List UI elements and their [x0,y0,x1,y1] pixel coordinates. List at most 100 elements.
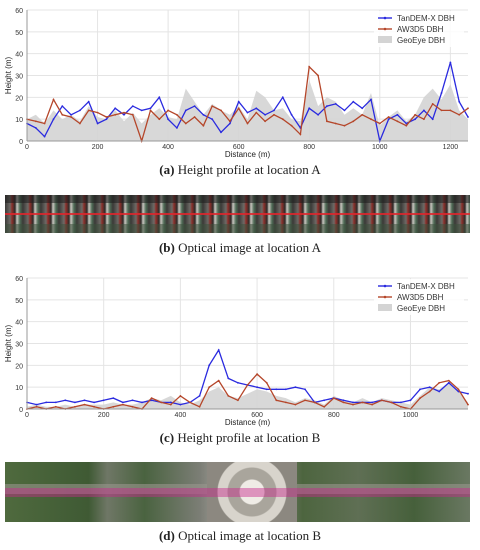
series-point-1 [317,74,319,77]
series-point-0 [323,399,326,402]
y-tick-label: 20 [15,363,23,370]
series-point-1 [237,399,239,402]
series-point-0 [387,118,390,121]
series-point-1 [131,405,134,408]
series-point-1 [176,113,178,116]
series-point-1 [361,401,364,404]
optical-image-a [5,195,470,233]
series-point-0 [294,386,297,389]
legend-swatch-2 [378,36,392,43]
y-tick-label: 20 [15,95,23,102]
series-point-0 [112,397,115,399]
series-point-0 [467,392,469,395]
series-point-1 [449,109,452,112]
y-tick-label: 50 [15,298,23,305]
series-point-0 [35,403,38,406]
series-point-1 [83,403,86,406]
series-point-1 [208,386,211,389]
series-point-1 [334,122,337,125]
series-point-0 [158,96,161,99]
series-point-0 [43,135,46,138]
y-tick-label: 0 [19,407,23,414]
series-point-1 [256,373,258,375]
series-point-0 [105,118,108,121]
series-point-1 [202,124,205,127]
series-point-1 [400,405,402,408]
series-point-0 [237,381,239,384]
series-point-1 [273,113,275,116]
legend-marker-0 [383,284,387,288]
series-point-1 [308,65,311,68]
series-point-1 [352,120,355,123]
series-point-0 [64,399,67,402]
series-point-0 [96,122,99,125]
caption-c: (c) Height profile at location B [159,430,321,445]
caption-a: (a) Height profile at location A [159,162,321,177]
series-point-1 [294,403,297,406]
series-point-1 [326,120,328,123]
series-point-1 [193,116,196,118]
legend-label-2: GeoEye DBH [397,36,445,45]
series-point-0 [150,399,153,402]
series-point-1 [131,113,134,116]
series-point-0 [167,118,170,121]
series-point-1 [332,397,335,399]
x-tick-label: 200 [98,412,110,419]
series-point-0 [304,388,306,391]
series-point-0 [275,388,278,391]
series-point-0 [290,113,293,116]
series-point-0 [308,107,311,110]
caption-b: (b) Optical image at location A [158,240,322,255]
x-tick-label: 0 [25,412,29,419]
series-point-1 [246,122,249,125]
y-tick-label: 50 [15,30,23,37]
series-point-0 [419,388,421,391]
series-point-0 [431,118,434,121]
legend-marker-0 [383,16,387,20]
x-tick-label: 800 [303,144,315,151]
series-point-1 [265,381,268,384]
y-tick-label: 10 [15,385,23,392]
series-point-0 [428,386,431,389]
series-point-1 [105,116,108,118]
series-point-1 [114,113,117,116]
series-point-0 [52,118,55,121]
series-point-0 [409,399,412,402]
series-point-1 [227,395,230,397]
legend-marker-1 [383,27,387,31]
x-tick-label: 0 [25,144,29,151]
series-point-1 [419,397,421,399]
optical-image-b [5,462,470,522]
series-point-1 [220,109,222,112]
series-point-1 [96,111,99,114]
series-point-0 [265,388,268,391]
series-point-0 [198,395,201,397]
series-point-0 [246,111,249,114]
series-point-1 [343,124,346,127]
series-point-0 [229,122,231,125]
series-point-1 [284,401,287,404]
series-point-1 [43,122,46,125]
series-point-1 [169,403,172,406]
series-point-0 [284,388,287,391]
series-point-0 [405,122,408,125]
series-point-0 [400,401,402,404]
y-tick-label: 60 [15,8,23,15]
series-point-0 [396,113,399,116]
series-point-1 [237,107,240,110]
series-point-0 [70,113,72,116]
legend-label-0: TanDEM-X DBH [397,14,455,23]
series-point-1 [380,399,383,402]
series-point-0 [423,109,425,112]
series-point-1 [79,122,81,125]
x-axis-label: Distance (m) [225,418,271,427]
series-point-1 [160,401,163,404]
series-point-0 [361,107,364,110]
series-point-0 [176,127,178,129]
series-point-0 [149,107,152,110]
series-point-0 [220,131,222,134]
series-point-0 [227,377,230,380]
y-tick-label: 10 [15,117,23,124]
